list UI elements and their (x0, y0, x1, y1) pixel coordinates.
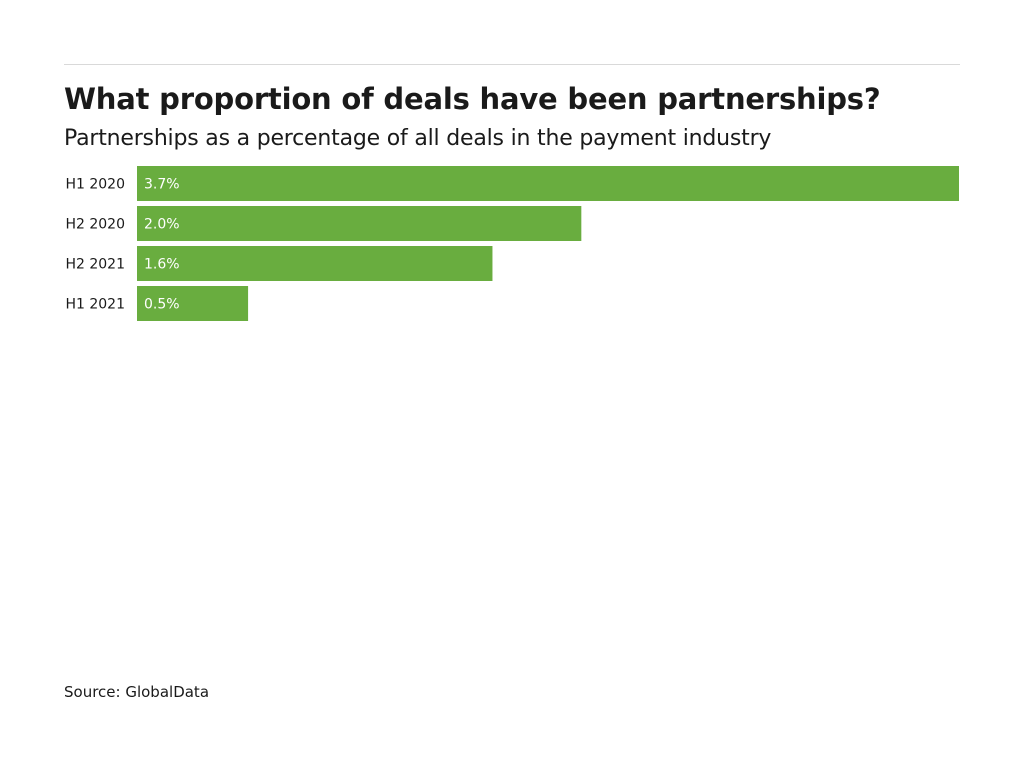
bar-h2-2020 (137, 206, 582, 241)
category-label-h2-2020: H2 2020 (65, 217, 125, 233)
value-label-h1-2020: 3.7% (144, 177, 180, 193)
bar-h1-2021 (137, 286, 249, 321)
top-divider (64, 64, 960, 65)
chart-subtitle: Partnerships as a percentage of all deal… (64, 126, 772, 151)
chart-title: What proportion of deals have been partn… (64, 82, 881, 116)
value-label-h1-2021: 0.5% (144, 297, 180, 313)
bar-h1-2020 (137, 166, 959, 201)
source-note: Source: GlobalData (64, 683, 210, 701)
category-label-h1-2021: H1 2021 (65, 297, 125, 313)
value-label-h2-2021: 1.6% (144, 257, 180, 273)
category-label-h2-2021: H2 2021 (65, 257, 125, 273)
category-label-h1-2020: H1 2020 (65, 177, 125, 193)
value-label-h2-2020: 2.0% (144, 217, 180, 233)
bar-h2-2021 (137, 246, 493, 281)
